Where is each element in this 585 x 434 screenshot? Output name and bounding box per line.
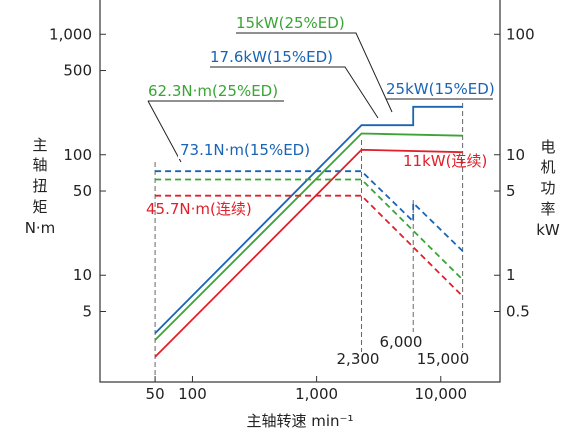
annotation-leader-b-3: [147, 100, 182, 163]
y-right-tick-label-5: 5: [506, 182, 516, 200]
y-left-title-char-2: 扭: [32, 177, 47, 195]
annotation-label-3: 62.3N·m(25%ED): [148, 82, 278, 100]
y-left-tick-label-5: 5: [82, 303, 92, 321]
plot-frame: [99, 0, 501, 383]
series-line-1: [154, 132, 463, 341]
series-line-4: [155, 178, 464, 281]
annotation-label-4: 73.1N·m(15%ED): [180, 141, 310, 159]
y-right-title-unit: kW: [536, 221, 560, 239]
annotation-bg-4: [178, 141, 318, 159]
ref-label-2300: 2,300: [337, 350, 380, 368]
x-tick-label-1000: 1,000: [295, 385, 338, 403]
series-line-5: [155, 194, 464, 297]
y-left-title-char-0: 主: [32, 136, 47, 154]
series-line-0: [154, 105, 463, 334]
annotation-label-2: 25kW(15%ED): [386, 80, 495, 98]
ref-label-15000: 15,000: [417, 350, 470, 368]
y-right-tick-label-0.5: 0.5: [506, 303, 530, 321]
x-tick-label-100: 100: [178, 385, 207, 403]
y-right-tick-label-10: 10: [506, 146, 525, 164]
y-left-tick-label-1000: 1,000: [49, 25, 92, 43]
y-right-tick-label-1: 1: [506, 266, 516, 284]
y-right-title-char-3: 率: [540, 200, 555, 218]
annotation-label-0: 15kW(25%ED): [236, 14, 345, 32]
y-left-tick-label-10: 10: [73, 266, 92, 284]
series-line-2: [154, 148, 463, 358]
axis-ticks: 50 100 1,000 10,000 1,000 500 100 50 10 5 100 10 5 1 0…: [49, 25, 535, 403]
y-left-title-char-1: 轴: [32, 156, 47, 174]
y-left-tick-label-100: 100: [63, 146, 92, 164]
y-right-title-char-2: 功: [540, 179, 555, 197]
annotation-label-5: 11kW(连续): [403, 152, 487, 170]
series-lines: [154, 105, 464, 358]
ref-label-6000: 6,000: [380, 333, 423, 351]
x-tick-label-10000: 10,000: [415, 385, 468, 403]
annotation-leader-1: [210, 66, 379, 119]
y-left-title-char-3: 矩: [32, 198, 47, 216]
annotation-leader-0: [236, 32, 393, 113]
y-right-title-char-0: 电: [540, 138, 555, 156]
y-left-title-unit: N·m: [25, 219, 56, 237]
annotation-label-6: 45.7N·m(连续): [146, 200, 252, 218]
annotations: 15kW(25%ED) 17.6kW(15%ED) 25kW(15%ED) 62.3N…: [146, 14, 495, 218]
y-left-tick-label-50: 50: [73, 182, 92, 200]
y-right-title-char-1: 机: [540, 158, 555, 176]
x-axis-title: 主轴转速 min⁻¹: [247, 412, 354, 430]
annotation-label-1: 17.6kW(15%ED): [210, 48, 333, 66]
y-right-tick-label-100: 100: [506, 25, 535, 43]
y-left-tick-label-500: 500: [63, 62, 92, 80]
x-tick-label-50: 50: [146, 385, 165, 403]
